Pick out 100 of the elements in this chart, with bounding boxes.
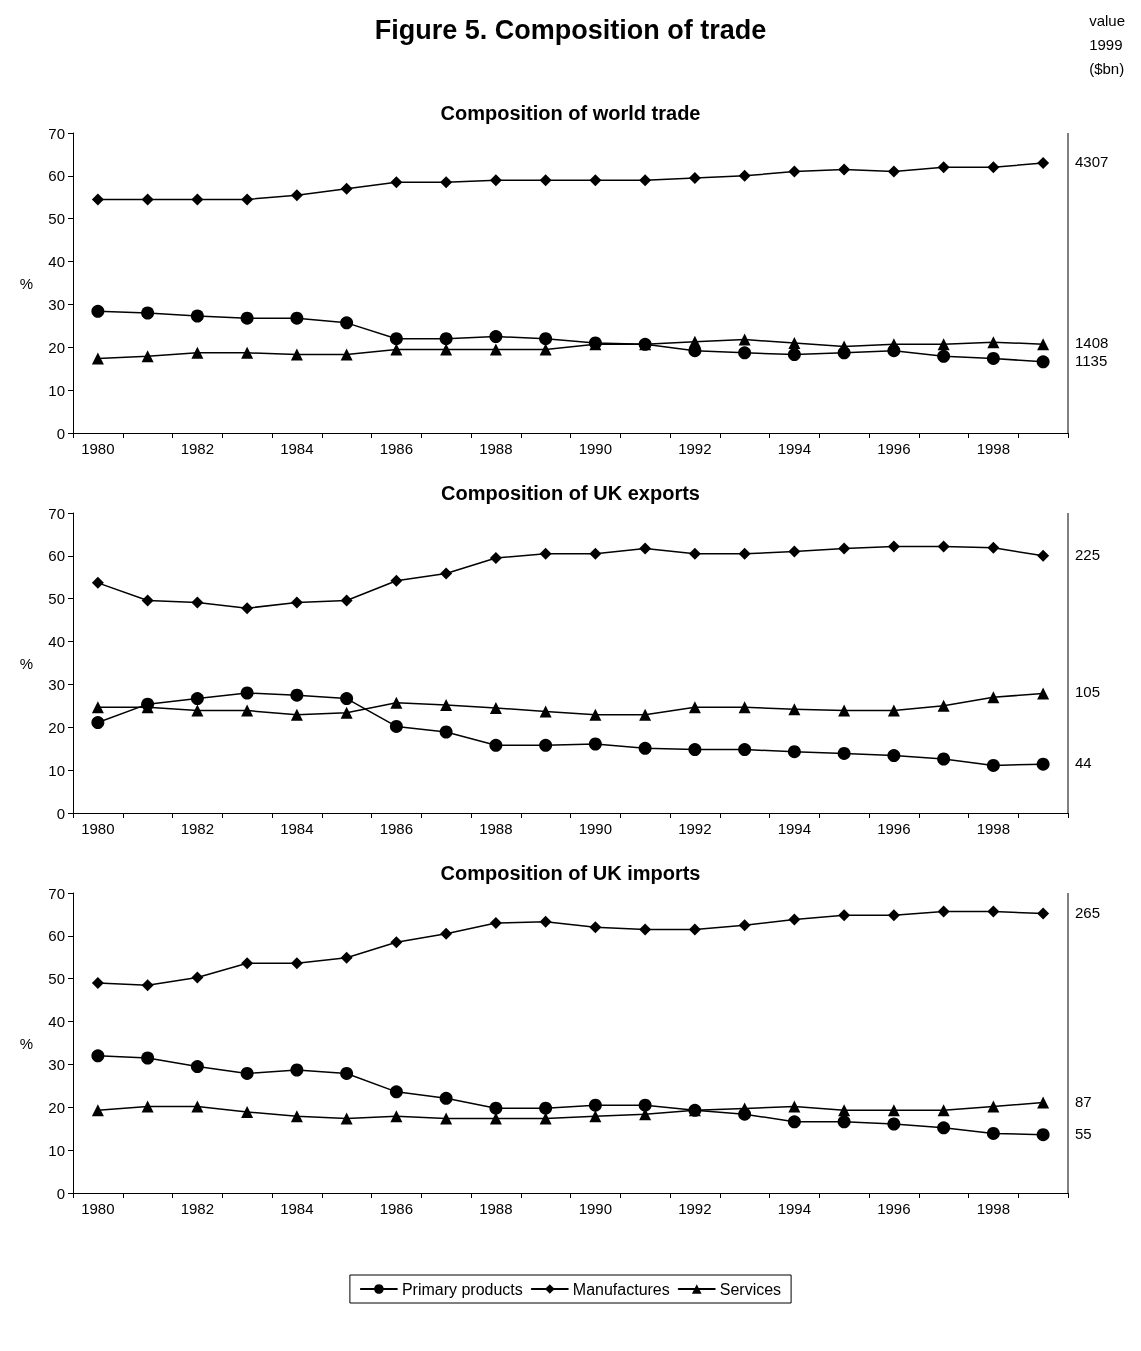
- x-tick-label: 1994: [777, 820, 812, 837]
- point: [489, 738, 503, 752]
- point: [191, 346, 204, 359]
- point: [539, 547, 552, 560]
- x-tick-label: 1984: [280, 1200, 314, 1217]
- point: [390, 574, 403, 587]
- point: [1036, 355, 1050, 369]
- point: [440, 176, 453, 189]
- point: [788, 337, 801, 349]
- point: [788, 703, 801, 716]
- point: [190, 1060, 204, 1074]
- point: [290, 596, 303, 609]
- chart-title: Composition of world trade: [440, 102, 701, 124]
- y-tick-label: 60: [48, 167, 65, 185]
- point: [1037, 549, 1050, 562]
- point: [1037, 1096, 1050, 1109]
- point: [241, 1106, 254, 1118]
- point: [887, 1117, 901, 1131]
- point: [838, 909, 851, 922]
- x-tick-label: 1998: [976, 1200, 1011, 1217]
- point: [937, 338, 950, 351]
- x-tick-label: 1994: [777, 440, 812, 457]
- point: [738, 169, 751, 182]
- y-axis-title: %: [19, 274, 33, 292]
- point: [688, 335, 701, 348]
- point: [589, 174, 602, 187]
- text: 105: [1075, 683, 1101, 701]
- point: [987, 541, 1000, 554]
- x-tick-label: 1982: [180, 440, 215, 457]
- text: 87: [1075, 1092, 1092, 1110]
- y-tick-label: 20: [48, 338, 65, 356]
- point: [887, 1104, 900, 1117]
- point: [688, 172, 701, 184]
- x-tick-label: 1992: [678, 440, 712, 457]
- point: [290, 708, 303, 721]
- x-tick-label: 1996: [877, 440, 911, 457]
- point: [688, 743, 702, 757]
- y-tick-label: 70: [48, 504, 65, 522]
- point: [141, 350, 154, 363]
- point: [340, 316, 354, 330]
- x-tick-label: 1980: [81, 1200, 115, 1217]
- point: [91, 1049, 105, 1063]
- text: value 1999 ($bn): [1089, 11, 1125, 77]
- x-tick-label: 1996: [877, 1200, 911, 1217]
- point: [788, 545, 801, 558]
- point: [986, 758, 1000, 772]
- point: [439, 1091, 453, 1105]
- point: [738, 333, 751, 346]
- point: [887, 909, 900, 922]
- x-tick-label: 1998: [976, 820, 1011, 837]
- legend-label: Services: [719, 1280, 782, 1298]
- point: [489, 702, 502, 714]
- point: [141, 1051, 155, 1065]
- point: [986, 351, 1000, 365]
- x-tick-label: 1982: [180, 1200, 215, 1217]
- point: [539, 174, 552, 187]
- y-tick-label: 0: [56, 804, 65, 822]
- point: [340, 182, 353, 195]
- point: [1037, 687, 1050, 700]
- point: [190, 309, 204, 323]
- x-tick-label: 1990: [578, 440, 613, 457]
- point: [937, 161, 950, 174]
- point: [937, 1104, 950, 1117]
- point: [838, 163, 851, 176]
- point: [987, 1100, 1000, 1113]
- chart-title: Composition of UK imports: [440, 862, 701, 884]
- legend-label: Manufactures: [572, 1280, 670, 1298]
- point: [489, 174, 502, 187]
- text: 44: [1075, 754, 1092, 772]
- point: [440, 567, 453, 580]
- point: [241, 704, 254, 717]
- point: [589, 921, 602, 934]
- point: [688, 701, 701, 714]
- point: [1036, 1128, 1050, 1142]
- point: [639, 174, 652, 187]
- point: [986, 1126, 1000, 1140]
- point: [489, 1101, 503, 1115]
- point: [91, 352, 104, 365]
- point: [390, 176, 403, 189]
- point: [639, 542, 652, 555]
- text: 225: [1075, 545, 1101, 563]
- point: [290, 1063, 304, 1077]
- y-tick-label: 50: [48, 970, 65, 988]
- point: [340, 1066, 354, 1080]
- point: [837, 1115, 851, 1129]
- point: [937, 905, 950, 918]
- y-tick-label: 30: [48, 1055, 65, 1073]
- point: [241, 957, 254, 970]
- x-tick-label: 1996: [877, 820, 911, 837]
- point: [638, 741, 652, 755]
- point: [788, 165, 801, 178]
- point: [340, 951, 353, 964]
- y-tick-label: 30: [48, 675, 65, 693]
- point: [638, 1098, 652, 1112]
- point: [241, 346, 254, 359]
- point: [439, 725, 453, 739]
- x-tick-label: 1984: [280, 820, 314, 837]
- point: [887, 540, 900, 553]
- point: [738, 547, 751, 560]
- x-tick-label: 1988: [479, 440, 513, 457]
